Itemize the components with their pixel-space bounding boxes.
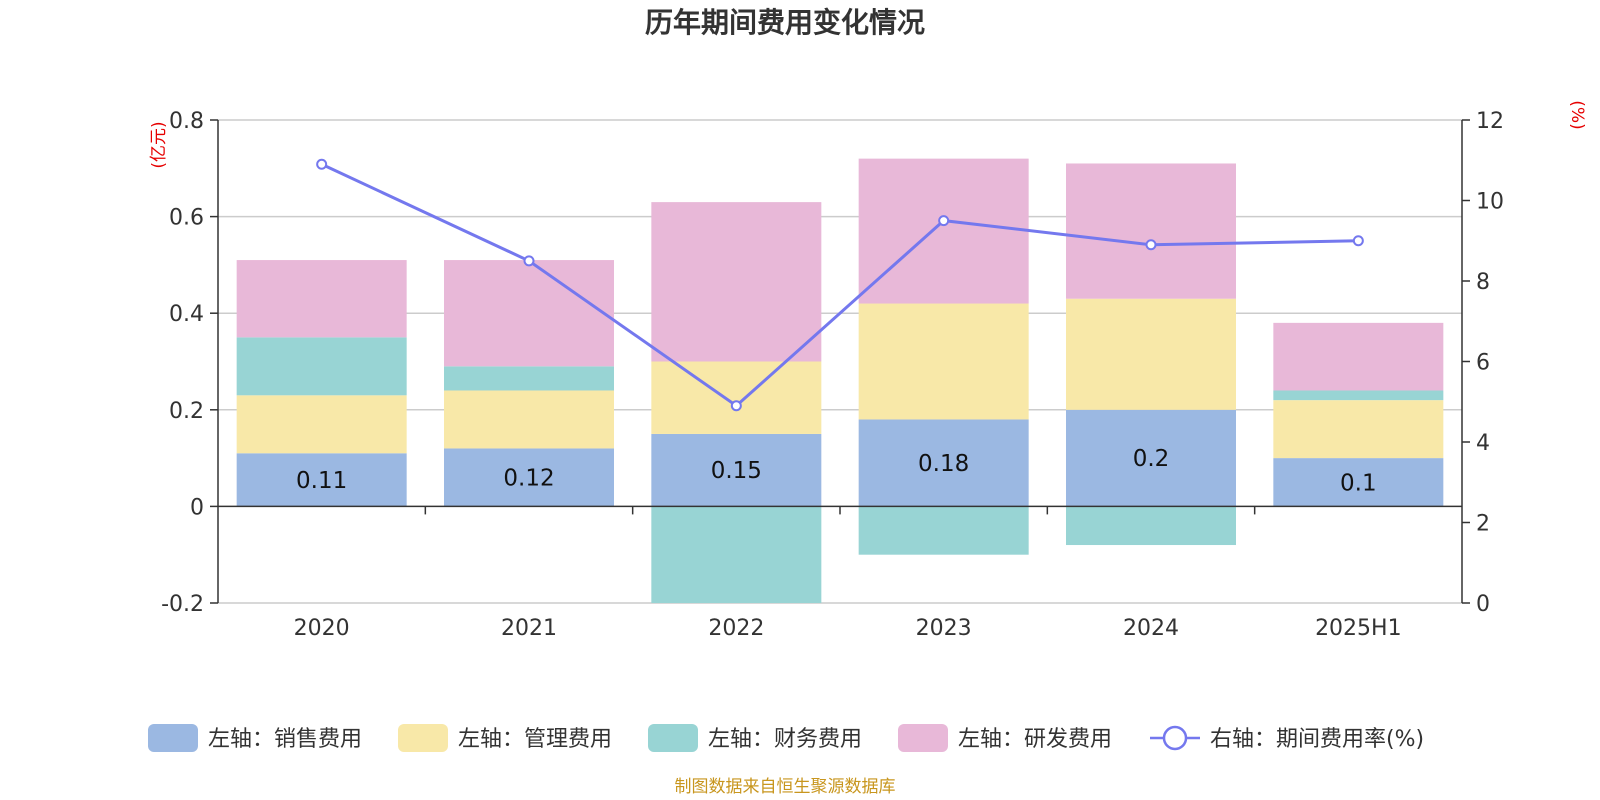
bar-segment — [1273, 390, 1444, 401]
left-tick-label: 0.4 — [169, 302, 204, 327]
line-layer — [316, 158, 1364, 412]
legend-swatch — [898, 724, 948, 752]
right-tick-label: 6 — [1476, 351, 1490, 376]
legend-label: 左轴：销售费用 — [208, 727, 362, 752]
category-label: 2022 — [708, 616, 764, 641]
bar-segment — [236, 260, 407, 338]
rate-point — [730, 400, 742, 412]
rate-point — [1145, 239, 1157, 251]
legend-swatch — [648, 724, 698, 752]
category-label: 2023 — [916, 616, 972, 641]
legend: 左轴：销售费用 左轴：管理费用 左轴：财务费用 左轴：研发费用 右轴：期间费用率(%) — [148, 724, 1424, 752]
chart-title: 历年期间费用变化情况 — [645, 6, 925, 39]
bar-layer — [236, 158, 1444, 603]
source-note: 制图数据来自恒生聚源数据库 — [675, 777, 896, 797]
right-tick-label: 2 — [1476, 512, 1490, 537]
bar-segment — [858, 419, 1029, 507]
left-axis-unit: (亿元) — [149, 121, 169, 168]
bar-segment — [236, 395, 407, 454]
rate-point — [523, 255, 535, 267]
rate-point — [938, 215, 950, 227]
bar-segment — [651, 506, 822, 603]
bar-value-label: 0.11 — [296, 468, 347, 494]
legend-label: 右轴：期间费用率(%) — [1210, 727, 1424, 752]
left-tick-label: 0.2 — [169, 399, 204, 424]
right-axis-unit: (%) — [1567, 100, 1587, 129]
bar-value-label: 0.1 — [1340, 470, 1377, 496]
category-label: 2020 — [294, 616, 350, 641]
left-tick-label: 0 — [190, 495, 204, 520]
category-label: 2024 — [1123, 616, 1179, 641]
legend-label: 左轴：管理费用 — [458, 727, 612, 752]
left-tick-label: 0.8 — [169, 109, 204, 134]
legend-swatch — [148, 724, 198, 752]
bar-segment — [1273, 458, 1444, 507]
bar-segment — [858, 303, 1029, 420]
right-tick-label: 12 — [1476, 109, 1504, 134]
bar-segment — [444, 390, 614, 449]
legend-label: 左轴：财务费用 — [708, 727, 862, 752]
bar-segment — [444, 260, 614, 367]
rate-point — [316, 158, 328, 170]
right-tick-label: 4 — [1476, 431, 1490, 456]
bar-segment — [444, 448, 614, 507]
bar-segment — [236, 453, 407, 507]
legend-marker — [1162, 725, 1188, 751]
category-label: 2025H1 — [1315, 616, 1402, 641]
bar-segment — [1066, 298, 1236, 410]
right-tick-label: 0 — [1476, 592, 1490, 617]
bar-segment — [1066, 506, 1236, 546]
legend-swatch — [398, 724, 448, 752]
right-tick-label: 10 — [1476, 190, 1504, 215]
bar-segment — [651, 202, 822, 362]
bar-value-label: 0.18 — [918, 451, 969, 477]
right-tick-label: 8 — [1476, 270, 1490, 295]
left-tick-label: 0.6 — [169, 206, 204, 231]
label-layer: 0.11 0.12 0.15 0.18 0.2 0.1 — [296, 446, 1377, 496]
bar-segment — [444, 366, 614, 391]
legend-label: 左轴：研发费用 — [958, 727, 1112, 752]
rate-point — [1352, 235, 1364, 247]
bar-segment — [651, 361, 822, 434]
bar-value-label: 0.2 — [1133, 446, 1170, 472]
bar-segment — [858, 158, 1029, 304]
bar-segment — [858, 506, 1029, 555]
category-label: 2021 — [501, 616, 557, 641]
bar-value-label: 0.12 — [503, 465, 554, 491]
left-tick-label: -0.2 — [161, 592, 204, 617]
bar-segment — [236, 337, 407, 396]
bar-segment — [1273, 400, 1444, 459]
bar-segment — [1273, 322, 1444, 391]
bar-value-label: 0.15 — [711, 458, 762, 484]
rate-line — [321, 162, 1359, 408]
axes: -0.2 0 0.2 0.4 0.6 0.8 0 2 4 6 8 10 12 2020 2021 2022 20… — [161, 109, 1504, 641]
bar-segment — [1066, 163, 1236, 299]
bar-segment — [1066, 409, 1236, 507]
bar-segment — [651, 433, 822, 507]
